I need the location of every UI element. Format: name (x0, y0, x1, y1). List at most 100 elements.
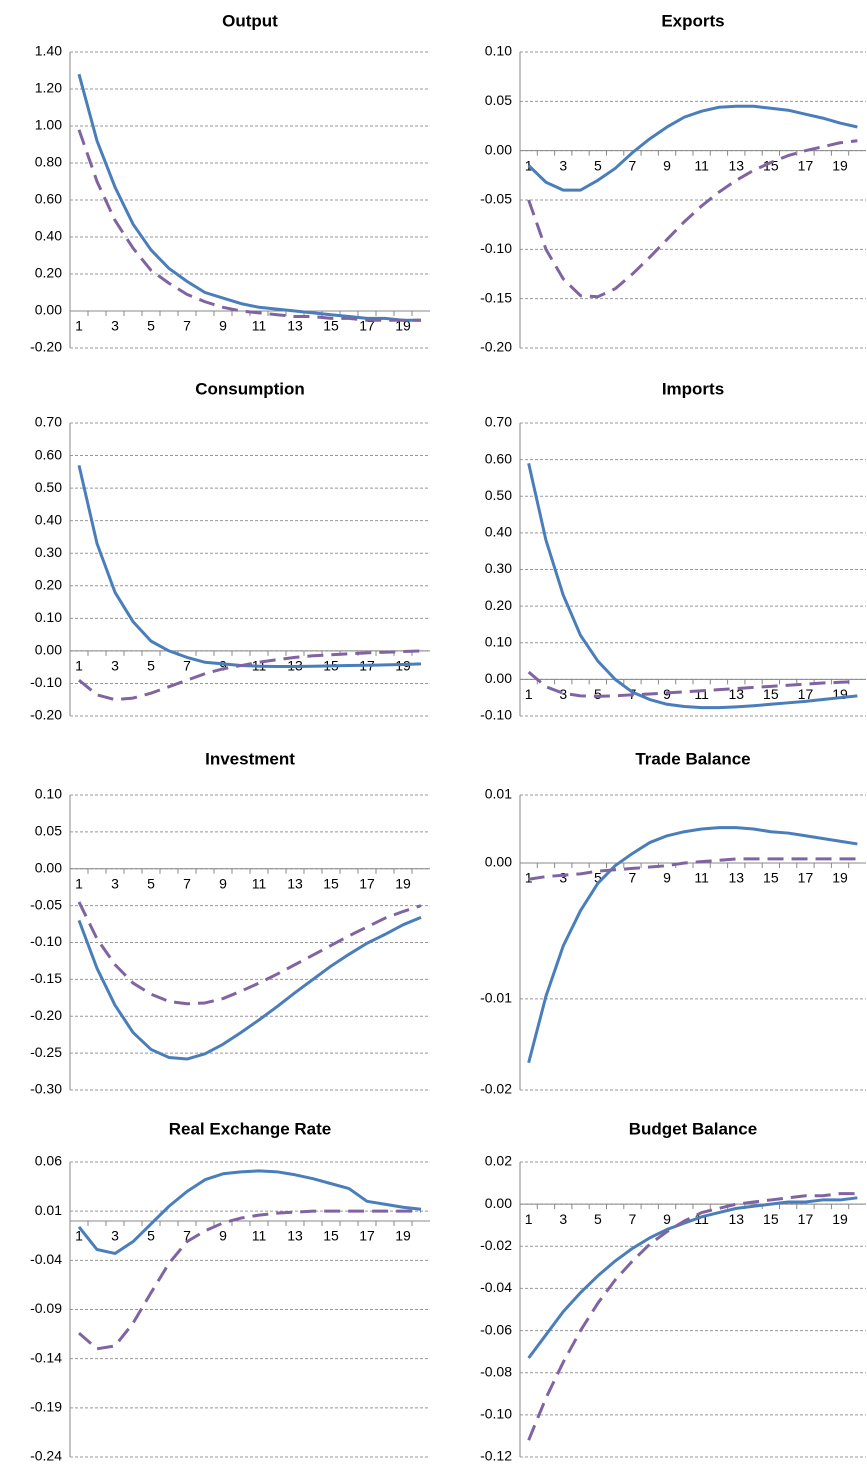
y-tick-label: -0.01 (480, 990, 512, 1006)
y-tick-label: 0.00 (35, 642, 62, 658)
chart-title: Budget Balance (629, 1119, 757, 1138)
series-line (527, 670, 858, 698)
x-tick-label: 11 (252, 1228, 267, 1244)
y-tick-label: 0.05 (485, 92, 512, 108)
y-tick-label: -0.02 (480, 1081, 512, 1097)
chart-title: Consumption (195, 379, 305, 398)
y-tick-label: 0.30 (35, 544, 62, 560)
x-tick-label: 5 (147, 318, 155, 334)
x-tick-label: 9 (663, 1211, 671, 1227)
series-line (78, 649, 422, 702)
x-tick-label: 19 (395, 1228, 411, 1244)
x-tick-label: 1 (525, 686, 533, 702)
y-tick-label: 0.02 (485, 1153, 512, 1169)
y-tick-label: -0.20 (480, 339, 512, 355)
x-tick-label: 19 (832, 870, 848, 886)
y-tick-label: 0.00 (35, 302, 62, 318)
y-tick-label: -0.02 (480, 1237, 512, 1253)
series-line (527, 139, 858, 299)
y-tick-label: 0.30 (485, 560, 512, 576)
series-line (527, 1192, 858, 1441)
y-tick-label: 0.40 (485, 524, 512, 540)
y-tick-label: -0.05 (480, 191, 512, 207)
series-line (527, 826, 858, 1064)
series-line (77, 464, 422, 669)
y-tick-label: 0.50 (35, 479, 62, 495)
x-tick-label: 9 (663, 870, 671, 886)
x-tick-label: 11 (694, 686, 709, 702)
x-tick-label: 1 (525, 1211, 533, 1227)
x-tick-label: 15 (763, 1211, 779, 1227)
x-tick-label: 5 (594, 1211, 602, 1227)
y-tick-label: 0.10 (35, 786, 62, 802)
x-tick-label: 5 (594, 157, 602, 173)
chart-title: Real Exchange Rate (169, 1119, 332, 1138)
x-tick-label: 7 (629, 1211, 637, 1227)
series-line (527, 1196, 858, 1359)
series-line (527, 462, 858, 710)
x-tick-label: 3 (111, 875, 119, 891)
x-tick-label: 3 (111, 658, 119, 674)
x-tick-label: 17 (798, 1211, 814, 1227)
x-tick-label: 3 (559, 686, 567, 702)
x-tick-label: 11 (694, 870, 709, 886)
x-tick-label: 19 (832, 157, 848, 173)
x-tick-label: 5 (594, 686, 602, 702)
y-tick-label: 0.20 (35, 576, 62, 592)
x-tick-label: 17 (359, 875, 375, 891)
y-tick-label: 0.01 (485, 786, 512, 802)
y-tick-label: -0.30 (30, 1081, 62, 1097)
y-tick-label: 0.06 (35, 1153, 62, 1169)
x-tick-label: 15 (323, 875, 339, 891)
series-line (528, 857, 858, 881)
y-tick-label: -0.12 (480, 1448, 512, 1464)
y-tick-label: -0.20 (30, 707, 62, 723)
x-tick-label: 15 (323, 1228, 339, 1244)
y-tick-label: -0.20 (30, 339, 62, 355)
x-tick-label: 11 (252, 318, 267, 334)
series-line (527, 104, 858, 192)
x-tick-label: 13 (287, 1228, 303, 1244)
y-tick-label: -0.15 (480, 289, 512, 305)
x-tick-label: 7 (629, 157, 637, 173)
x-tick-label: 15 (323, 318, 339, 334)
series-line (78, 1209, 421, 1351)
x-tick-label: 5 (594, 870, 602, 886)
x-tick-label: 3 (111, 1228, 119, 1244)
y-tick-label: -0.08 (480, 1363, 512, 1379)
y-tick-label: 0.05 (35, 823, 62, 839)
x-tick-label: 1 (75, 1228, 83, 1244)
y-tick-label: -0.04 (30, 1251, 62, 1267)
x-tick-label: 9 (219, 1228, 227, 1244)
y-tick-label: -0.06 (480, 1321, 512, 1337)
y-tick-label: -0.04 (480, 1279, 512, 1295)
y-tick-label: -0.25 (30, 1044, 62, 1060)
y-tick-label: -0.14 (30, 1349, 62, 1365)
y-tick-label: -0.15 (30, 970, 62, 986)
y-tick-label: 0.10 (35, 609, 62, 625)
chart-title: Investment (205, 749, 295, 768)
y-tick-label: 0.00 (485, 141, 512, 157)
y-tick-label: 0.00 (485, 670, 512, 686)
chart-title: Exports (661, 11, 724, 30)
y-tick-label: 0.50 (485, 487, 512, 503)
y-tick-label: 1.00 (35, 117, 62, 133)
y-tick-label: 1.20 (35, 80, 62, 96)
y-tick-label: -0.24 (30, 1448, 62, 1464)
x-tick-label: 15 (763, 157, 779, 173)
y-tick-label: -0.05 (30, 896, 62, 912)
y-tick-label: 0.70 (35, 414, 62, 430)
y-tick-label: 0.20 (485, 597, 512, 613)
series-line (77, 73, 421, 322)
x-tick-label: 9 (219, 658, 227, 674)
x-tick-label: 17 (359, 1228, 375, 1244)
x-tick-label: 7 (183, 1228, 191, 1244)
x-tick-label: 11 (252, 875, 267, 891)
series-line (77, 1169, 422, 1255)
x-tick-label: 9 (663, 157, 671, 173)
x-tick-label: 19 (395, 875, 411, 891)
x-tick-label: 17 (798, 157, 814, 173)
y-tick-label: -0.10 (480, 707, 512, 723)
x-tick-label: 3 (111, 318, 119, 334)
